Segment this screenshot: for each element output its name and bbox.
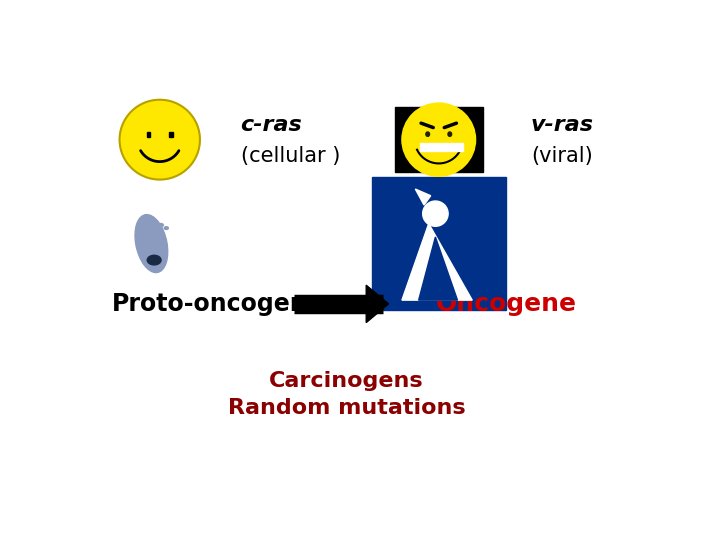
Polygon shape [402,224,472,300]
FancyBboxPatch shape [442,143,448,151]
Polygon shape [366,285,389,322]
Ellipse shape [135,214,168,273]
Ellipse shape [164,227,168,229]
Text: Carcinogens: Carcinogens [269,371,424,391]
Text: v-ras: v-ras [531,115,594,135]
FancyBboxPatch shape [395,107,482,172]
FancyBboxPatch shape [169,132,173,137]
Polygon shape [415,189,431,205]
FancyBboxPatch shape [372,177,505,310]
FancyBboxPatch shape [420,143,426,151]
Ellipse shape [138,222,144,226]
FancyBboxPatch shape [147,132,150,137]
Text: c-ras: c-ras [240,115,302,135]
Polygon shape [418,237,457,300]
FancyBboxPatch shape [449,143,455,151]
Ellipse shape [423,201,448,226]
Text: Random mutations: Random mutations [228,398,466,418]
FancyBboxPatch shape [435,143,441,151]
Ellipse shape [402,103,476,176]
Ellipse shape [448,132,451,137]
Ellipse shape [120,100,200,180]
FancyBboxPatch shape [456,143,462,151]
Ellipse shape [426,132,430,137]
Text: Proto-oncogene: Proto-oncogene [112,292,324,316]
Ellipse shape [145,220,150,224]
FancyBboxPatch shape [428,143,433,151]
Text: (viral): (viral) [531,146,593,166]
Ellipse shape [152,221,158,225]
Ellipse shape [147,255,161,265]
Text: Oncogene: Oncogene [436,292,577,316]
Text: (cellular ): (cellular ) [240,146,340,166]
Ellipse shape [159,224,163,227]
